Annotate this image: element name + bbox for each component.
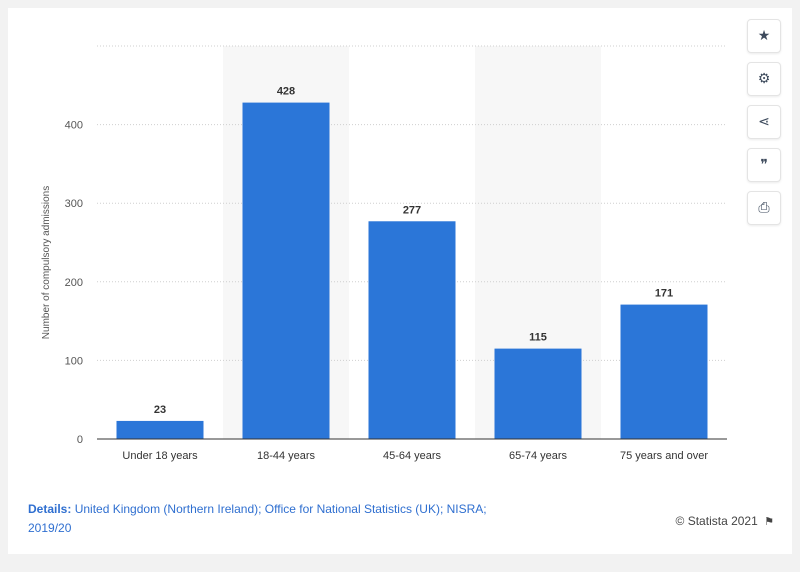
y-tick-label: 100 xyxy=(65,355,83,367)
y-tick-label: 300 xyxy=(65,198,83,210)
x-tick-label: 45-64 years xyxy=(383,450,442,462)
bar-chart: 0 100 200 300 400 23 Under 18 years 428 18-44 ye… xyxy=(41,45,727,462)
print-icon: ⎙ xyxy=(758,200,770,216)
y-tick-label: 400 xyxy=(65,120,83,132)
details-source: United Kingdom (Northern Ireland); Offic… xyxy=(28,502,487,535)
bar[interactable] xyxy=(494,348,582,439)
quote-icon: ❞ xyxy=(760,157,768,173)
x-tick-label: Under 18 years xyxy=(122,450,198,462)
flag-icon[interactable]: ⚑ xyxy=(764,515,774,528)
data-label: 428 xyxy=(277,86,295,98)
cite-button[interactable]: ❞ xyxy=(747,148,781,182)
details-label: Details: xyxy=(28,502,72,516)
credit-text: © Statista 2021 xyxy=(675,514,758,528)
share-button[interactable]: ⋖ xyxy=(747,105,781,139)
print-button[interactable]: ⎙ xyxy=(747,191,781,225)
favorite-button[interactable]: ★ xyxy=(747,19,781,53)
data-label: 277 xyxy=(403,204,421,216)
y-tick-label: 0 xyxy=(77,434,83,446)
data-label: 23 xyxy=(154,404,166,416)
bar[interactable] xyxy=(242,102,330,439)
x-tick-label: 65-74 years xyxy=(509,450,568,462)
y-tick-label: 200 xyxy=(65,277,83,289)
star-icon: ★ xyxy=(757,28,771,44)
settings-button[interactable]: ⚙ xyxy=(747,62,781,96)
gear-icon: ⚙ xyxy=(757,71,771,87)
x-tick-label: 18-44 years xyxy=(257,450,316,462)
bar[interactable] xyxy=(620,304,708,439)
statista-credit[interactable]: © Statista 2021 ⚑ xyxy=(676,514,774,528)
x-tick-label: 75 years and over xyxy=(620,450,708,462)
data-label: 115 xyxy=(529,332,547,344)
chart-toolbar: ★ ⚙ ⋖ ❞ ⎙ xyxy=(747,19,781,234)
details-text: Details: United Kingdom (Northern Irelan… xyxy=(28,500,528,538)
bar[interactable] xyxy=(368,221,456,439)
bar[interactable] xyxy=(116,420,204,439)
share-icon: ⋖ xyxy=(758,114,770,130)
y-axis-title: Number of compulsory admissions xyxy=(41,186,52,339)
chart-card: 0 100 200 300 400 23 Under 18 years 428 18-44 ye… xyxy=(8,8,792,554)
data-label: 171 xyxy=(655,288,673,300)
